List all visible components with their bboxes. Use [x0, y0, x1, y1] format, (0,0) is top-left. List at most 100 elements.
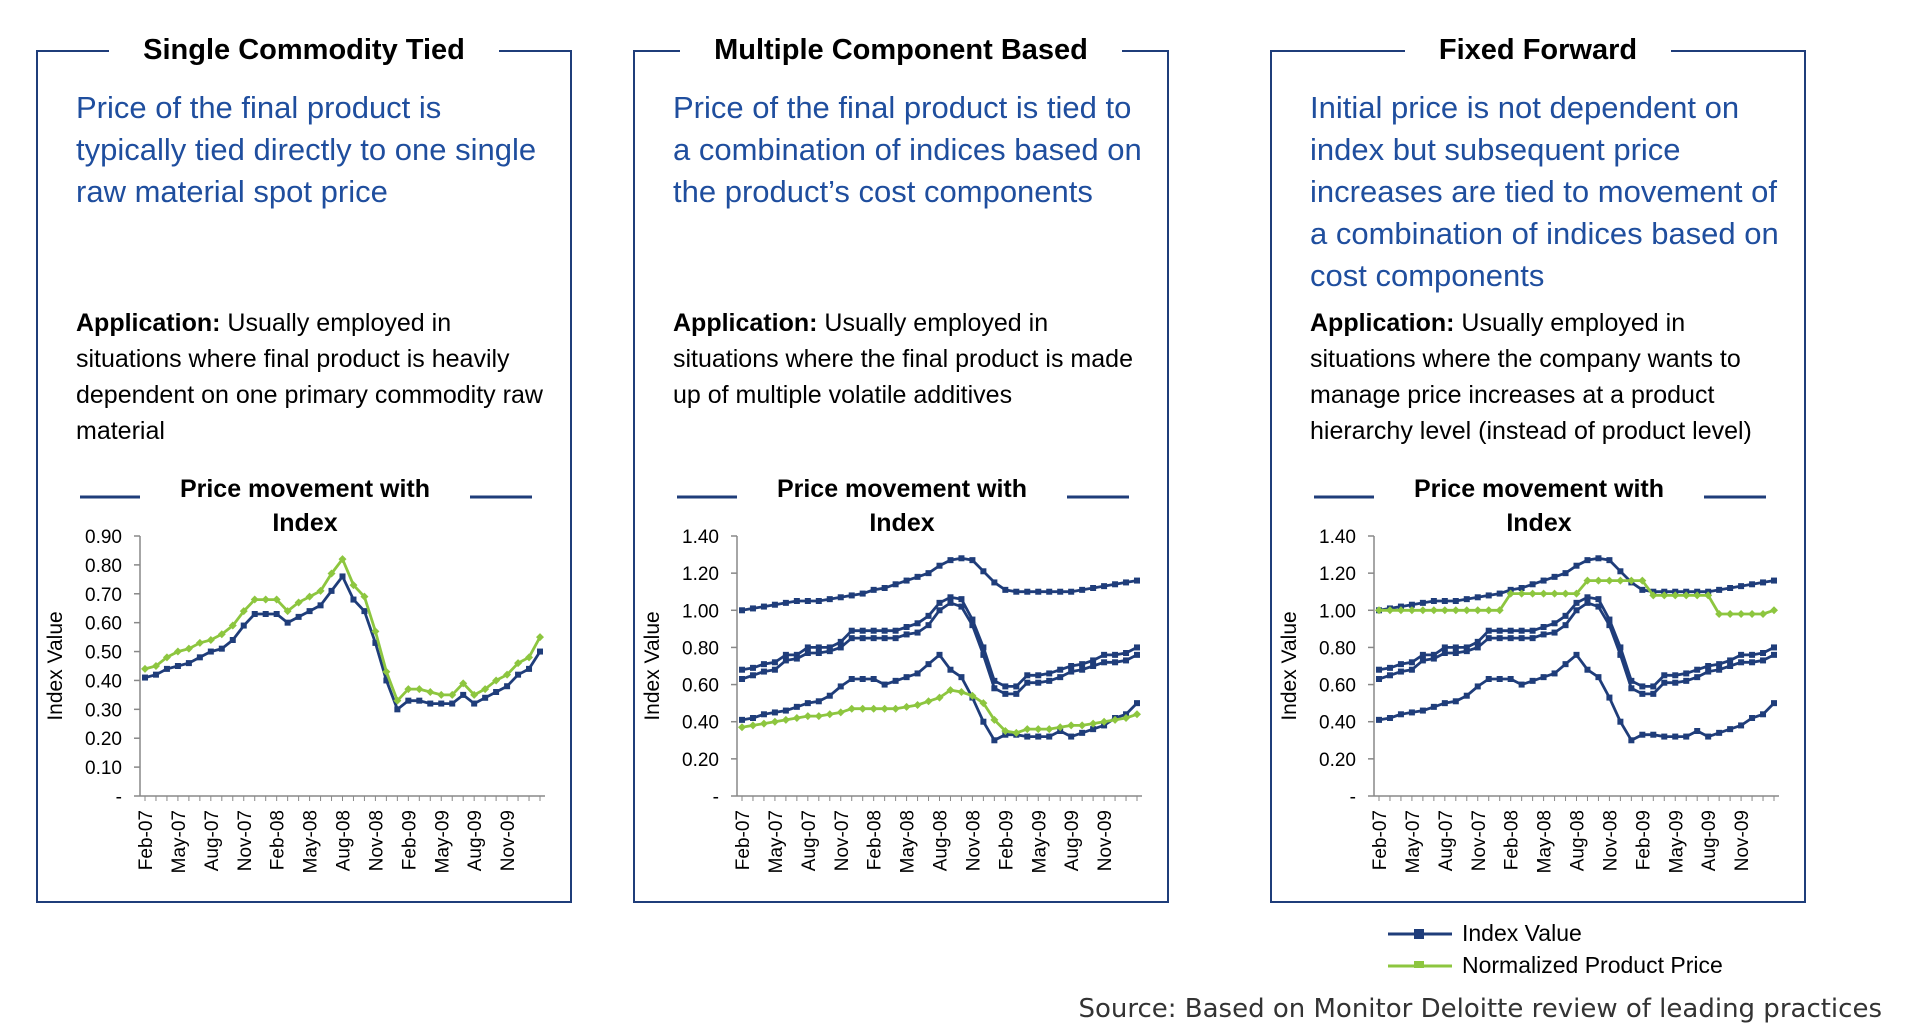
data-point [162, 653, 171, 662]
data-point [1068, 668, 1075, 675]
data-point [250, 595, 259, 604]
data-point [1540, 624, 1547, 630]
data-point [1078, 721, 1087, 730]
data-point [1650, 731, 1657, 738]
data-point [1749, 659, 1756, 666]
data-point [1551, 573, 1558, 580]
x-tick-label: May-08 [898, 810, 919, 873]
data-point [1639, 586, 1646, 593]
data-point [1484, 606, 1493, 615]
data-point [1738, 659, 1745, 666]
data-point [1419, 707, 1426, 714]
data-point [1705, 733, 1712, 740]
y-tick-label: - [713, 787, 719, 808]
data-point [1495, 606, 1504, 615]
data-point [218, 645, 225, 652]
data-point [195, 638, 204, 647]
data-point [1727, 726, 1734, 733]
data-point [1749, 715, 1756, 721]
data-point [1463, 692, 1470, 699]
data-point [947, 599, 954, 606]
data-point [339, 573, 346, 580]
data-point [1749, 651, 1756, 658]
data-point [969, 622, 976, 629]
data-point [1112, 651, 1119, 658]
data-point [770, 717, 779, 726]
data-point [826, 596, 833, 603]
data-point [1496, 590, 1503, 597]
data-point [1617, 718, 1624, 725]
data-point [1694, 728, 1701, 734]
data-point [1111, 715, 1120, 724]
data-point [1760, 579, 1767, 586]
data-point [1738, 651, 1745, 658]
data-point [1573, 599, 1580, 606]
data-point [913, 701, 922, 709]
data-point [262, 611, 269, 617]
series-normalized-product-price [141, 555, 544, 705]
data-point [1485, 592, 1492, 599]
y-tick-label: 0.20 [682, 750, 719, 771]
data-point [503, 670, 512, 679]
y-tick-label: 1.20 [682, 564, 719, 585]
data-point [1122, 714, 1131, 722]
data-point [1606, 557, 1613, 564]
data-point [1133, 710, 1141, 719]
data-point [1035, 679, 1042, 686]
data-point [881, 681, 888, 688]
data-point [826, 692, 833, 699]
data-point [1705, 668, 1712, 675]
data-point [1594, 576, 1603, 585]
data-point [837, 638, 844, 645]
data-point [749, 715, 756, 721]
data-point [1046, 733, 1053, 740]
data-point [1090, 657, 1097, 664]
data-point [294, 598, 303, 607]
data-point [382, 667, 391, 676]
data-point [1671, 591, 1680, 600]
data-point [261, 595, 270, 604]
chart-price-movement-multiple: Price movement with Index - 0.20 0.40 0.60 0.8… [641, 475, 1142, 873]
data-point [217, 630, 226, 639]
panel-application: Application: Usually employed in situati… [673, 305, 1153, 413]
data-point [1628, 737, 1635, 744]
data-point [174, 663, 181, 669]
data-point [739, 676, 745, 682]
data-point [1452, 650, 1459, 656]
data-point [1485, 676, 1492, 682]
data-point [206, 636, 215, 644]
data-point [1463, 648, 1470, 655]
data-point [361, 608, 368, 615]
data-point [1650, 683, 1657, 690]
data-point [1617, 644, 1624, 651]
data-point [1672, 672, 1679, 679]
data-point [1770, 606, 1778, 615]
data-point [1463, 596, 1470, 603]
data-point [847, 704, 856, 713]
data-point [1418, 606, 1427, 615]
data-point [338, 555, 347, 564]
data-point [1550, 589, 1559, 598]
data-point [859, 627, 866, 634]
application-label: Application: [76, 309, 221, 337]
data-point [438, 700, 445, 707]
data-point [1079, 586, 1086, 593]
data-point [1561, 589, 1570, 598]
data-point [1057, 588, 1064, 595]
data-point [1485, 627, 1492, 634]
data-point [782, 651, 789, 658]
data-point [416, 697, 423, 704]
data-point [1705, 663, 1712, 669]
data-point [383, 677, 390, 684]
data-point [848, 635, 855, 642]
series-index-value [739, 599, 1140, 697]
data-point [980, 651, 987, 658]
data-point [1068, 733, 1075, 740]
x-tick-label: Nov-08 [366, 810, 387, 871]
x-tick-label: Feb-08 [865, 810, 886, 870]
data-point [1595, 596, 1602, 603]
series-line [1378, 652, 1775, 743]
x-tick-label: Feb-09 [996, 810, 1017, 870]
data-point [1045, 725, 1054, 734]
data-point [760, 603, 767, 610]
